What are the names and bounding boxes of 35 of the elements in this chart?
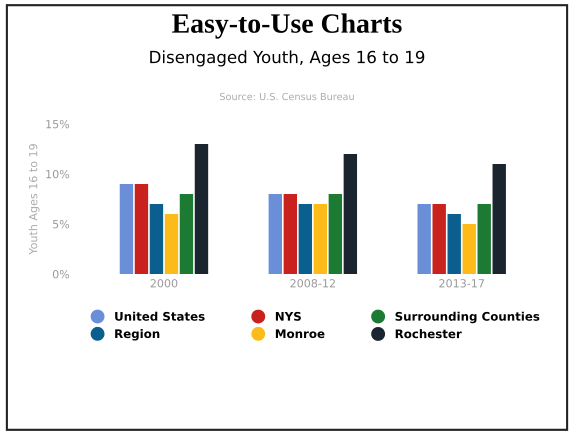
bar [417, 204, 431, 274]
bar [432, 204, 446, 274]
source-note: Source: U.S. Census Bureau [220, 92, 354, 100]
legend-label: Rochester [396, 329, 462, 338]
y-axis-title: Youth Ages 16 to 19 [28, 144, 40, 255]
legend-label: Region [115, 329, 160, 341]
bar [134, 184, 148, 274]
bar [462, 224, 476, 274]
bar [194, 144, 208, 274]
bar [298, 204, 312, 274]
x-tick-label: 2013-17 [439, 279, 484, 288]
y-tick-label: 0% [52, 270, 70, 278]
legend-label: United States [115, 312, 205, 321]
bar [150, 204, 164, 274]
y-tick-label: 15% [46, 120, 70, 128]
chart-subtitle: Disengaged Youth, Ages 16 to 19 [150, 50, 424, 67]
legend-label: Surrounding Counties [395, 312, 540, 324]
bar [344, 154, 358, 274]
bar [478, 204, 491, 274]
x-tick-label: 2000 [150, 279, 178, 288]
bar [164, 214, 178, 274]
bar [268, 194, 282, 274]
y-tick-label: 10% [46, 170, 70, 178]
bar [492, 164, 506, 274]
bar [120, 184, 134, 274]
x-tick-label: 2008-12 [290, 279, 335, 288]
bar [314, 204, 328, 274]
legend-label: NYS [276, 312, 301, 321]
bar [180, 194, 194, 274]
bar [448, 214, 461, 274]
bar [284, 194, 298, 274]
legend-label: Monroe [276, 329, 324, 338]
chart-title: Easy-to-Use Charts [172, 13, 402, 39]
y-tick-label: 5% [52, 220, 70, 228]
bar [328, 194, 342, 274]
